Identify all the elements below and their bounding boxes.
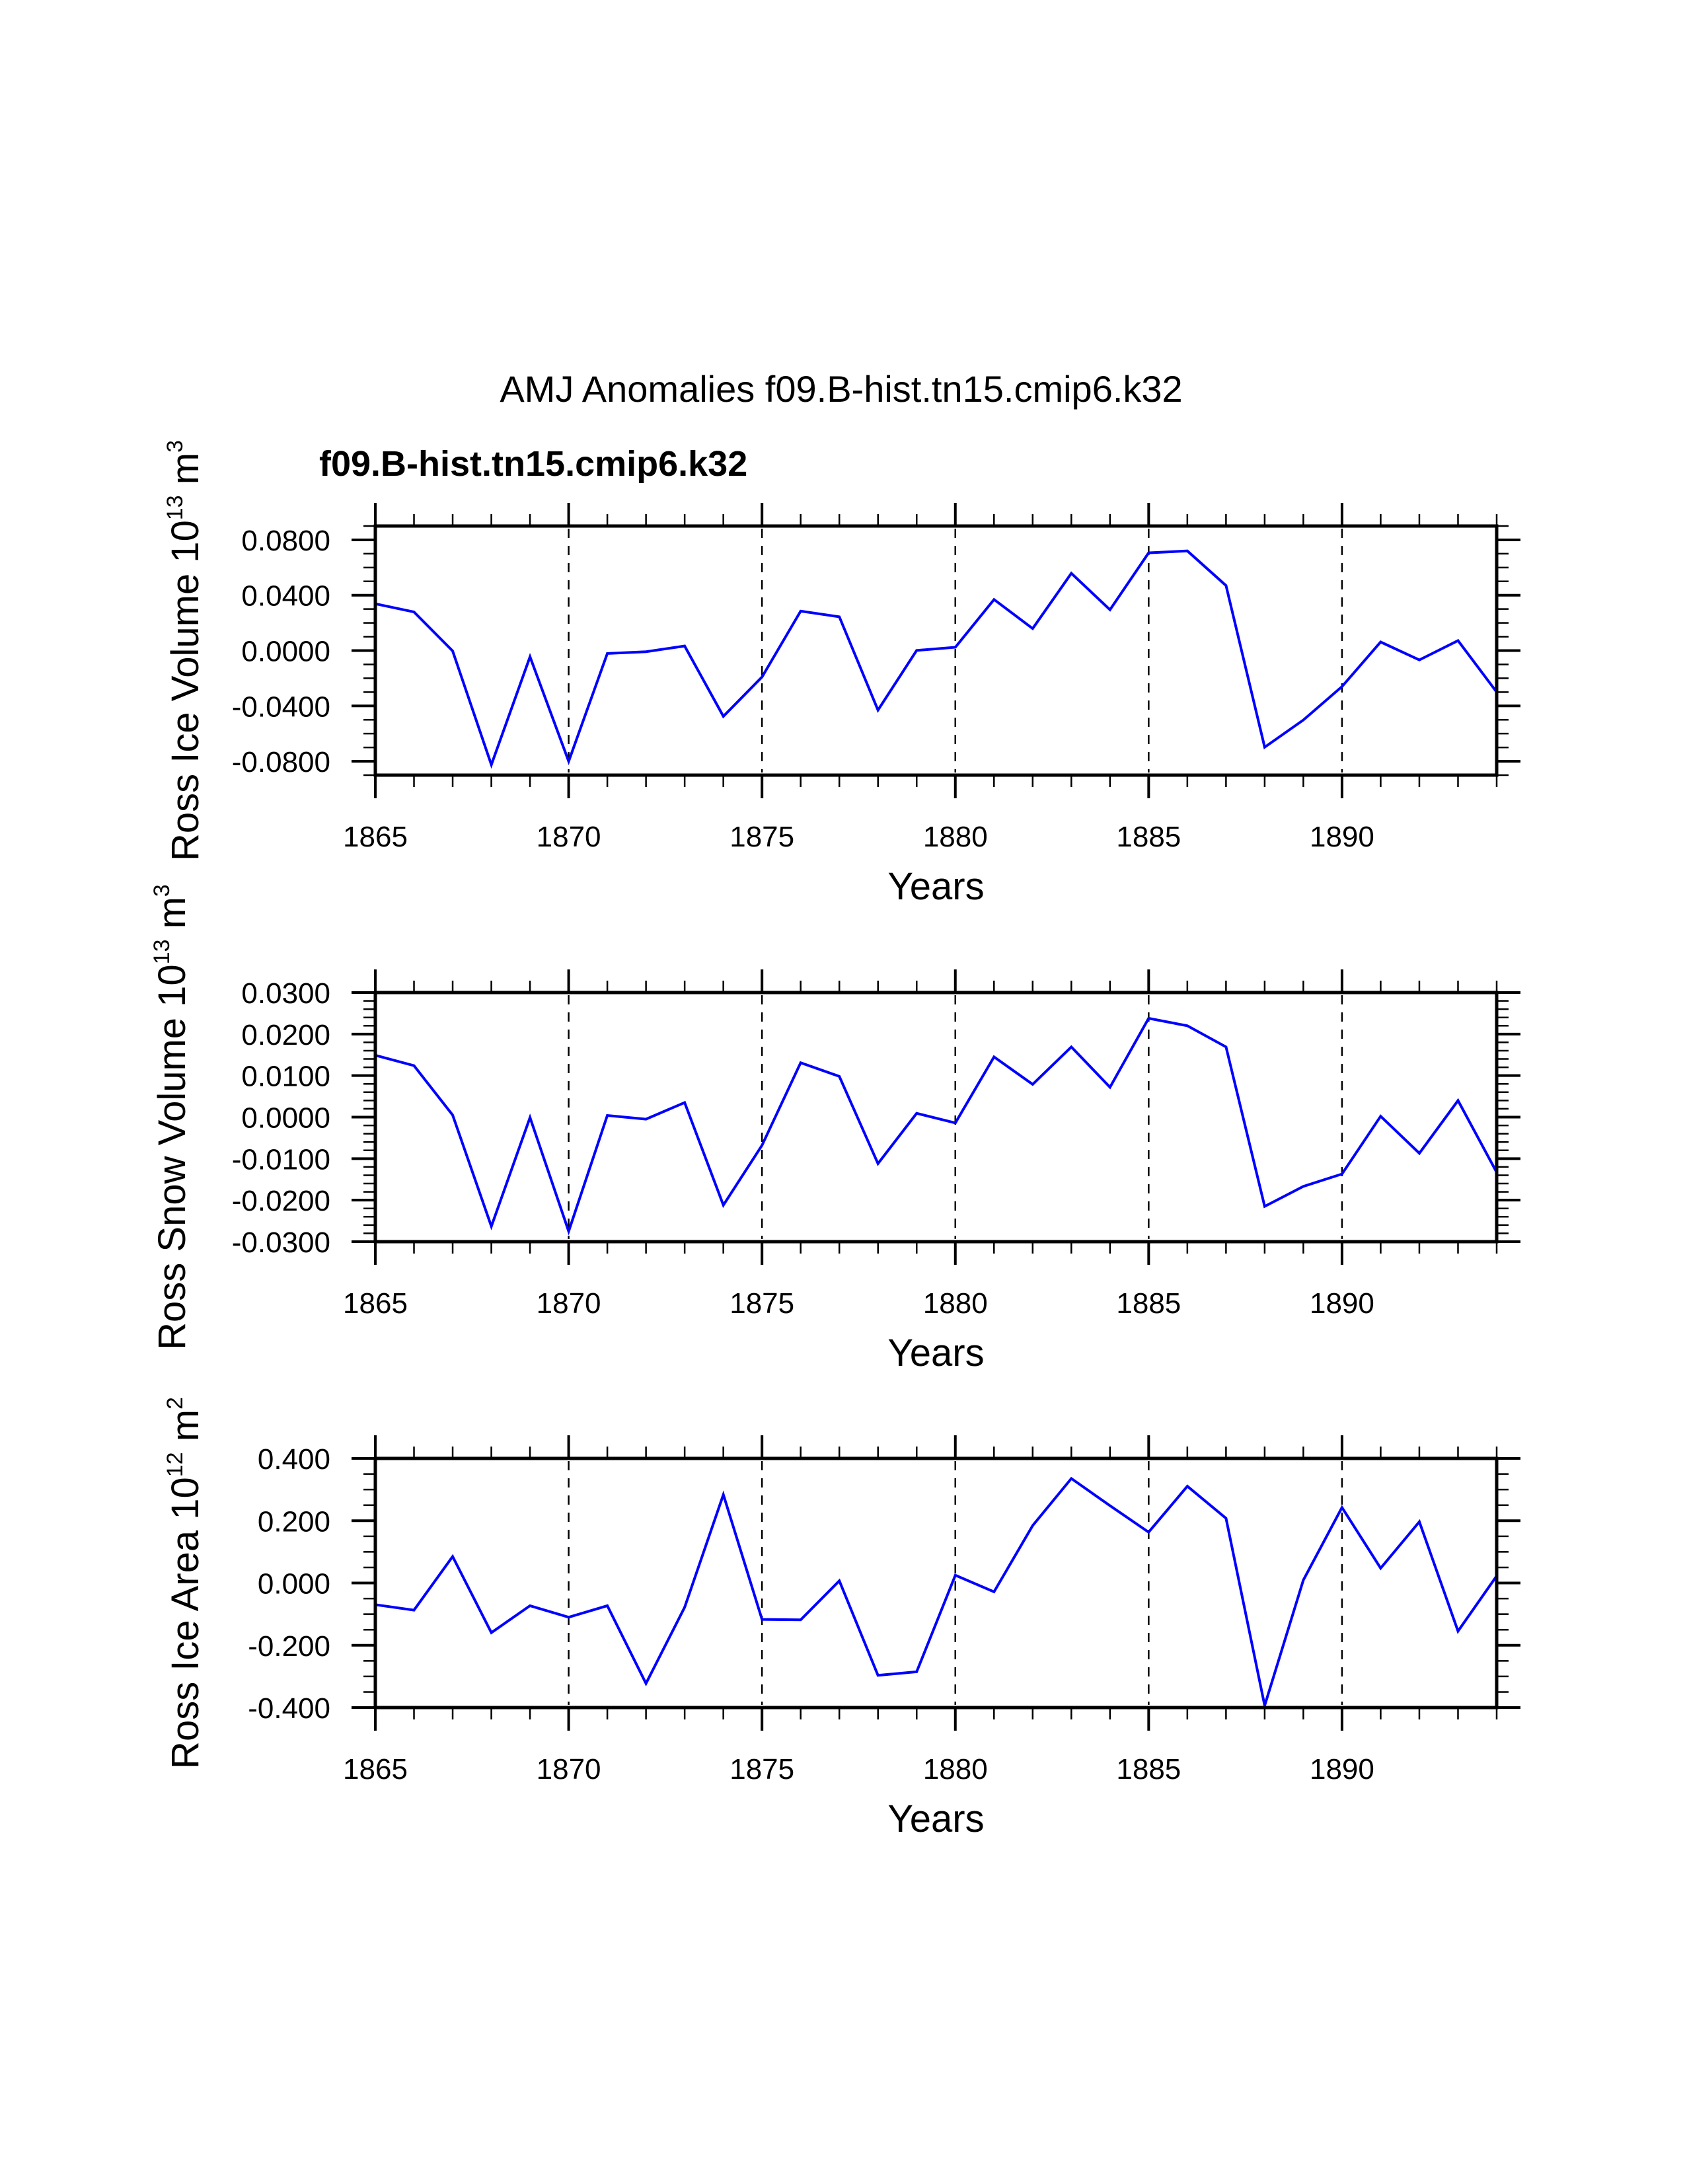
x-tick-label: 1875 bbox=[730, 821, 794, 853]
y-tick-label: 0.0200 bbox=[241, 1019, 330, 1051]
x-tick-label: 1865 bbox=[343, 821, 408, 853]
x-tick-label: 1865 bbox=[343, 1753, 408, 1786]
y-axis-title-text: Ross Ice Area 10 bbox=[164, 1477, 207, 1769]
y-tick-label: -0.0300 bbox=[232, 1226, 330, 1259]
y-axis-title-superscript: 3 bbox=[163, 440, 188, 453]
chart-title: AMJ Anomalies f09.B-hist.tn15.cmip6.k32 bbox=[500, 368, 1182, 410]
y-axis-title-text: m bbox=[164, 453, 207, 495]
x-axis-title: Years bbox=[887, 1332, 984, 1374]
x-tick-label: 1890 bbox=[1310, 1753, 1374, 1786]
y-axis-title-superscript: 12 bbox=[163, 1452, 188, 1477]
x-tick-label: 1880 bbox=[923, 1287, 988, 1320]
y-axis-title-superscript: 13 bbox=[149, 939, 174, 964]
y-tick-label: -0.400 bbox=[248, 1692, 330, 1725]
y-tick-label: 0.0800 bbox=[241, 525, 330, 557]
y-tick-label: 0.0400 bbox=[241, 580, 330, 613]
y-tick-label: 0.0000 bbox=[241, 636, 330, 668]
x-tick-label: 1890 bbox=[1310, 1287, 1374, 1320]
y-axis-title-superscript: 3 bbox=[149, 884, 174, 897]
series-subtitle: f09.B-hist.tn15.cmip6.k32 bbox=[319, 444, 747, 484]
y-axis-title-superscript: 2 bbox=[163, 1397, 188, 1410]
y-axis-title-text: Ross Snow Volume 10 bbox=[151, 964, 194, 1350]
x-tick-label: 1875 bbox=[730, 1753, 794, 1786]
x-tick-label: 1875 bbox=[730, 1287, 794, 1320]
x-tick-label: 1870 bbox=[537, 1753, 601, 1786]
x-tick-label: 1885 bbox=[1116, 1287, 1181, 1320]
y-tick-label: 0.200 bbox=[258, 1505, 330, 1538]
y-tick-label: -0.0800 bbox=[232, 746, 330, 778]
y-tick-label: -0.0100 bbox=[232, 1143, 330, 1176]
y-tick-label: 0.0000 bbox=[241, 1102, 330, 1135]
y-axis-title-text: Ross Ice Volume 10 bbox=[164, 520, 207, 861]
y-tick-label: 0.000 bbox=[258, 1568, 330, 1600]
y-axis-title-text: m bbox=[151, 897, 194, 939]
y-tick-label: -0.0200 bbox=[232, 1185, 330, 1217]
y-tick-label: -0.200 bbox=[248, 1630, 330, 1663]
x-tick-label: 1880 bbox=[923, 1753, 988, 1786]
x-tick-label: 1870 bbox=[537, 1287, 601, 1320]
x-tick-label: 1865 bbox=[343, 1287, 408, 1320]
y-tick-label: 0.0100 bbox=[241, 1061, 330, 1093]
x-axis-title: Years bbox=[887, 1797, 984, 1840]
x-tick-label: 1870 bbox=[537, 821, 601, 853]
y-tick-label: 0.0300 bbox=[241, 977, 330, 1010]
y-tick-label: 0.400 bbox=[258, 1443, 330, 1476]
x-tick-label: 1880 bbox=[923, 821, 988, 853]
x-tick-label: 1885 bbox=[1116, 1753, 1181, 1786]
x-tick-label: 1890 bbox=[1310, 821, 1374, 853]
x-tick-label: 1885 bbox=[1116, 821, 1181, 853]
x-axis-title: Years bbox=[887, 865, 984, 908]
y-axis-title-superscript: 13 bbox=[163, 495, 188, 520]
y-axis-title-text: m bbox=[164, 1410, 207, 1452]
y-tick-label: -0.0400 bbox=[232, 691, 330, 723]
